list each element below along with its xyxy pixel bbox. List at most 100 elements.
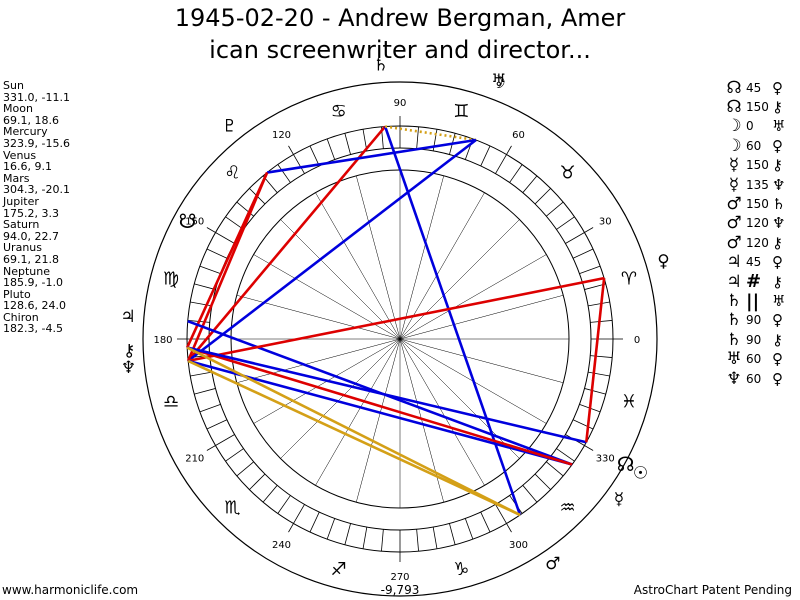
aspect-row: ☊ 45 ♀	[724, 78, 792, 98]
taurus-sign-icon: ♉	[560, 162, 576, 183]
degree-tick	[293, 504, 305, 524]
sign-boundary-tick	[506, 523, 512, 533]
pisces-sign-icon: ♓	[621, 391, 637, 412]
degree-tick	[225, 216, 244, 230]
degree-tick	[584, 388, 606, 395]
chiron-glyph-icon: ⚷	[772, 98, 783, 117]
aspect-angle: ||	[746, 290, 760, 312]
wheel-spoke	[315, 192, 401, 340]
aspect-row: ♃ # ⚷	[724, 271, 792, 292]
aspect-row: ♄ || ♅	[724, 290, 792, 312]
uranus-glyph-icon: ♅	[772, 117, 786, 136]
wheel-spoke	[399, 338, 485, 486]
degree-tick	[464, 518, 474, 540]
sun-glyph-icon: ☊	[726, 97, 742, 118]
bottom-score: -9,793	[380, 583, 420, 597]
degree-tick	[572, 419, 594, 430]
wheel-spoke	[399, 175, 444, 340]
saturn-glyph-icon: ♄	[726, 329, 742, 350]
aspect-angle: 120	[746, 235, 769, 250]
chiron-glyph-icon: ⚷	[772, 330, 783, 349]
degree-tick	[309, 511, 320, 533]
planet-position-saturn: 94.0, 22.7	[3, 229, 59, 243]
aspect-angle: 60	[746, 371, 762, 386]
degree-tick	[190, 371, 212, 377]
degree-tick	[480, 145, 491, 167]
planet-name-mars: Mars	[3, 171, 30, 185]
aspect-row: ♄ 90 ⚷	[724, 329, 792, 350]
wheel-spoke	[399, 338, 520, 459]
planet-position-moon: 69.1, 18.6	[3, 113, 59, 127]
aspect-angle: 60	[746, 138, 762, 153]
degree-tick	[206, 419, 228, 430]
planet-position-venus: 16.6, 9.1	[3, 160, 52, 174]
planet-name-mercury: Mercury	[3, 125, 48, 139]
outer-circle	[142, 81, 658, 597]
planet-position-list: Sun 331.0, -11.1 Moon 69.1, 18.6 Mercury 323.…	[3, 80, 70, 335]
uranus-glyph-icon: ♅	[726, 349, 742, 370]
aspect-angle: 45	[746, 255, 762, 270]
wheel-spoke	[280, 219, 401, 340]
aspect-row: ☿ 135 ♆	[724, 175, 792, 195]
degree-tick	[534, 473, 551, 490]
mars-planet-icon: ♂	[545, 554, 560, 574]
pluto-planet-icon: ♇	[222, 117, 237, 137]
planet-position-uranus: 69.1, 21.8	[3, 252, 59, 266]
aspect-angle: 90	[746, 313, 762, 328]
sign-boundary-tick	[288, 523, 294, 533]
aspect-row: ☊ 150 ⚷	[724, 97, 792, 118]
degree-tick	[509, 164, 523, 183]
degree-tick	[588, 301, 610, 307]
saturn-glyph-icon: ♄	[726, 310, 742, 331]
chiron-glyph-icon: ⚷	[772, 156, 783, 175]
degree-tick	[432, 527, 438, 549]
venus-glyph-icon: ♀	[772, 136, 783, 155]
degree-tick	[277, 164, 291, 183]
degree-label: 270	[390, 572, 409, 583]
neptune-planet-icon: ♆	[121, 358, 136, 378]
degree-tick	[190, 301, 212, 307]
footer-patent: AstroChart Patent Pending	[633, 583, 792, 597]
aspect-row: ☽ 0 ♅	[724, 116, 792, 136]
wheel-spoke	[253, 254, 401, 340]
aspect-row: ♃ 45 ♀	[724, 252, 792, 272]
wheel-spoke	[356, 338, 401, 503]
mercury-glyph-icon: ☿	[728, 155, 740, 176]
aspect-angle: 150	[746, 158, 769, 173]
degree-tick	[225, 448, 244, 462]
aspect-line	[186, 346, 573, 466]
planet-name-neptune: Neptune	[3, 264, 51, 278]
degree-tick	[449, 523, 456, 545]
aspect-row: ☽ 60 ♀	[724, 136, 792, 156]
degree-label: 300	[509, 540, 528, 551]
sun-planet-icon: ☉	[633, 463, 648, 483]
aspect-angle: 120	[746, 216, 769, 231]
north-node-icon: ☊	[617, 452, 635, 476]
degree-tick	[344, 523, 351, 545]
chiron-planet-icon: ⚷	[123, 341, 135, 361]
aspect-angle: 60	[746, 352, 762, 367]
degree-tick	[262, 485, 278, 503]
aspect-line	[187, 138, 477, 362]
aspect-list: ☊ 45 ♀ ☊ 150 ⚷ ☽ 0 ♅ ☽ 60 ♀ ☿ 150 ⚷ ☿ 135 ♆ ♂ 150 ♄ ♂ 120 ♆ ♂ 120…	[724, 78, 792, 389]
aspect-line	[186, 346, 587, 444]
capricorn-sign-icon: ♑	[453, 559, 469, 580]
virgo-sign-icon: ♍	[163, 269, 179, 290]
venus-glyph-icon: ♀	[772, 369, 783, 388]
jupiter-glyph-icon: ♃	[726, 271, 742, 292]
wheel-spoke	[315, 338, 401, 486]
planet-position-mercury: 323.9, -15.6	[3, 136, 70, 150]
aspect-row: ♂ 120 ♆	[724, 213, 792, 233]
aspect-line	[186, 346, 521, 517]
degree-label: 330	[596, 454, 615, 465]
aspect-row: ♆ 60 ♀	[724, 368, 792, 389]
gemini-sign-icon: ♊	[453, 101, 469, 122]
neptune-glyph-icon: ♆	[726, 368, 742, 389]
aspect-angle: 150	[746, 197, 769, 212]
aspect-line	[187, 359, 521, 517]
degree-tick	[579, 265, 601, 275]
venus-planet-icon: ♀	[657, 251, 669, 271]
degree-tick	[277, 495, 291, 514]
wheel-spoke	[280, 338, 401, 459]
wheel-spoke	[236, 295, 401, 340]
